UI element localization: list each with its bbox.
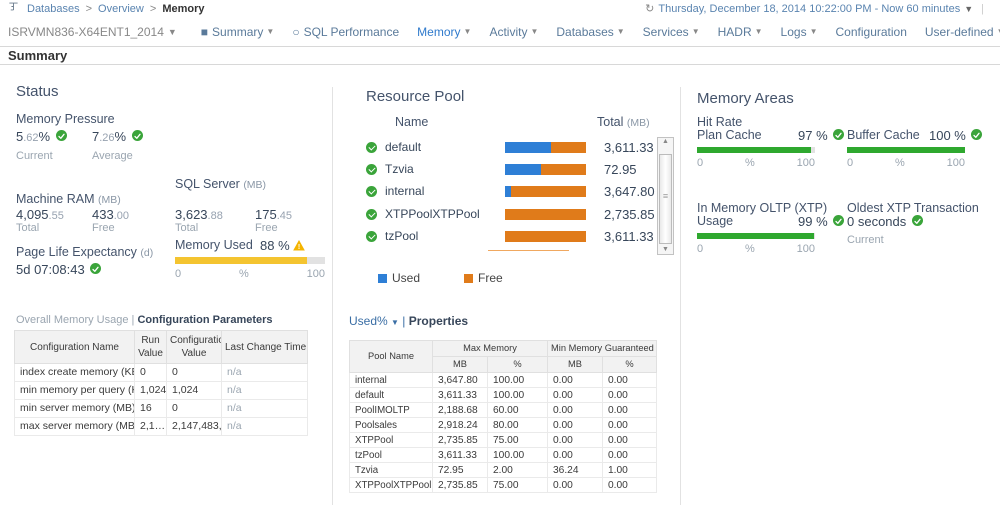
- svg-text:!: !: [298, 244, 300, 251]
